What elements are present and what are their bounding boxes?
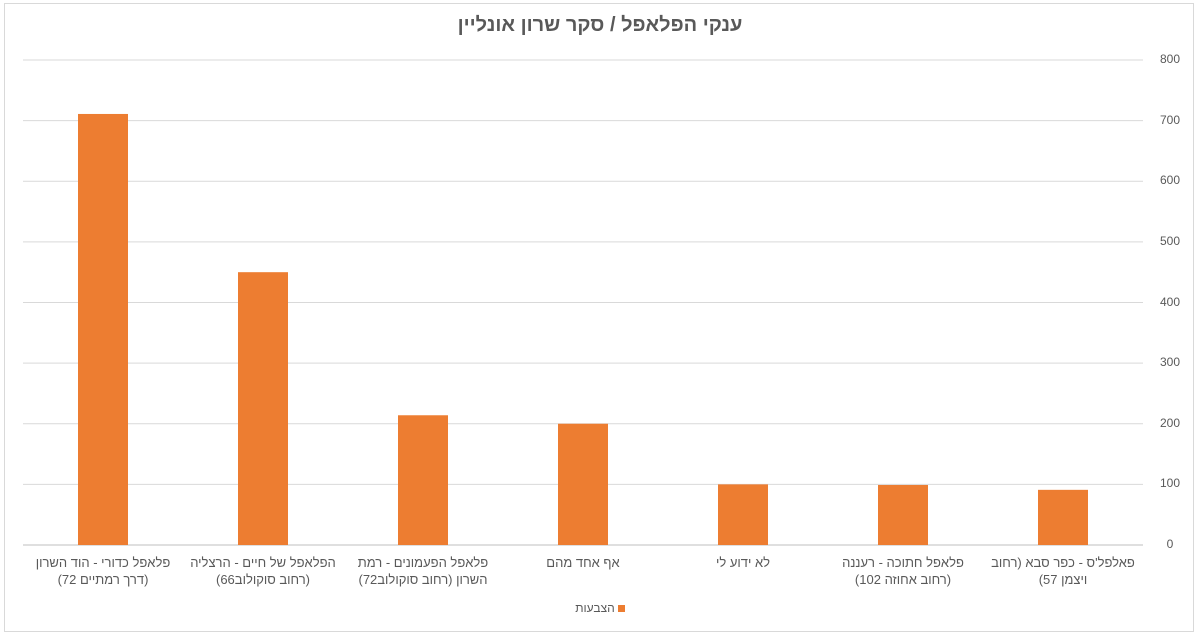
- legend-label: הצבעות: [575, 601, 615, 615]
- chart-title: ענקי הפלאפל / סקר שרון אונליין: [457, 14, 743, 36]
- x-tick-label: הפלאפל של חיים - הרצליה (רחוב סוקולוב66): [190, 555, 336, 587]
- chart-frame: [4, 3, 1194, 632]
- y-tick-label: 700: [1159, 112, 1181, 127]
- bar: [398, 415, 448, 545]
- y-tick-label: 600: [1159, 173, 1181, 188]
- y-tick-label: 300: [1159, 355, 1181, 370]
- x-tick-label: פלאפל הפעמונים - רמת השרון (רחוב סוקולוב…: [357, 555, 489, 587]
- y-tick-label: 400: [1159, 294, 1181, 309]
- y-tick-label: 200: [1159, 415, 1181, 430]
- x-tick-label: פלאפל חתוכה - רעננה (רחוב אחוזה 102): [842, 555, 964, 587]
- bar: [78, 113, 128, 546]
- x-tick-label: אף אחד מהם: [546, 555, 620, 570]
- bar: [1038, 489, 1088, 545]
- bar: [878, 484, 928, 545]
- bar: [558, 423, 608, 545]
- bar: [718, 484, 768, 545]
- legend: הצבעות: [0, 601, 1200, 615]
- y-tick-label: 0: [1166, 537, 1174, 551]
- y-tick-label: 500: [1159, 233, 1181, 248]
- y-tick-label: 800: [1159, 52, 1181, 66]
- bar: [238, 272, 288, 545]
- x-tick-label: פלאפל כדורי - הוד השרון (דרך רמתיים 72): [35, 555, 171, 587]
- x-tick-label: פאלפל'ס - כפר סבא (רחוב ויצמן 57): [991, 555, 1135, 587]
- legend-swatch: [617, 605, 625, 613]
- x-tick-label: לא ידוע לי: [715, 555, 771, 570]
- y-tick-label: 100: [1159, 476, 1181, 491]
